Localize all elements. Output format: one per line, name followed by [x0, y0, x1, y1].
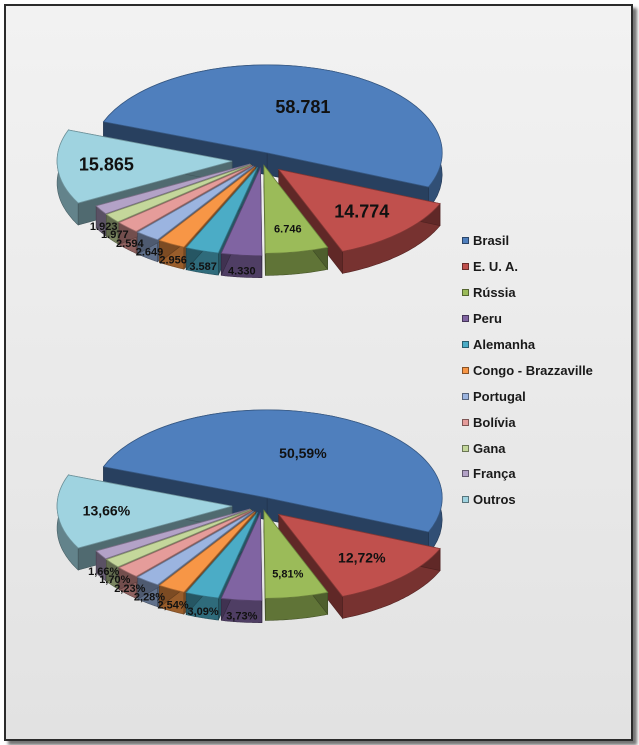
legend-item: Outros: [462, 487, 632, 513]
slice-congo-brazzaville: [158, 166, 256, 248]
legend-label: Peru: [473, 311, 502, 327]
legend-swatch: [462, 289, 469, 297]
data-label: 3.587: [189, 261, 217, 273]
legend-swatch: [462, 341, 469, 348]
slice-bol-via: [118, 510, 253, 577]
legend-swatch: [462, 263, 469, 271]
data-label: 58.781: [275, 97, 330, 117]
data-label: 4.330: [228, 265, 256, 277]
legend-swatch: [462, 237, 469, 245]
legend-label: Congo - Brazzaville: [473, 362, 593, 378]
data-label: 5,81%: [272, 569, 303, 581]
legend-label: Rússia: [473, 285, 516, 301]
data-label: 2.956: [159, 254, 187, 266]
legend-swatch: [462, 392, 469, 400]
legend-label: França: [473, 466, 516, 482]
data-label: 15.865: [79, 154, 134, 174]
legend-swatch: [462, 444, 469, 452]
data-label: 1.923: [90, 221, 118, 233]
data-label: 1.977: [101, 229, 129, 241]
legend-item: Alemanha: [462, 332, 632, 358]
data-label: 2.649: [136, 247, 164, 259]
legend-item: Rússia: [462, 280, 632, 306]
legend-label: Portugal: [473, 388, 526, 404]
legend-label: Alemanha: [473, 337, 536, 352]
legend-label: Outros: [473, 492, 516, 508]
pie-chart-1: 58.781 14.774 6.746 4.330 3.5872.9562.6492.5…: [56, 64, 443, 278]
legend-label: Bolívia: [473, 414, 516, 430]
slice-e-u-a-: [277, 168, 441, 252]
slice-outros: [56, 129, 233, 204]
slice-e-u-a-: [277, 513, 441, 597]
data-label: 3,73%: [226, 610, 257, 622]
legend-label: Gana: [473, 440, 506, 456]
legend-swatch: [462, 315, 469, 323]
data-label: 6.746: [274, 224, 302, 236]
legend-item: Congo - Brazzaville: [462, 357, 632, 383]
slice-fran-a: [95, 163, 251, 215]
data-label: 2,23%: [114, 583, 145, 595]
slice-bol-via: [118, 165, 253, 232]
data-label: 2.594: [116, 238, 144, 250]
data-label: 3,09%: [187, 606, 218, 618]
data-label: 1,70%: [99, 574, 130, 586]
slice-r-ssia: [263, 164, 329, 254]
data-label: 50,59%: [279, 445, 327, 461]
slice-congo-brazzaville: [158, 511, 256, 593]
slice-fran-a: [95, 508, 251, 560]
legend-item: Brasil: [462, 228, 632, 254]
slice-alemanha: [185, 512, 258, 599]
legend-swatch: [462, 470, 469, 478]
legend-item: Portugal: [462, 383, 632, 409]
legend: Brasil E. U. A. Rússia Peru Alemanha Congo - …: [462, 228, 632, 513]
slice-r-ssia: [263, 509, 329, 599]
legend-swatch: [462, 496, 469, 504]
data-label: 2,28%: [134, 592, 165, 604]
slice-gana: [105, 509, 252, 568]
data-label: 12,72%: [338, 549, 386, 565]
legend-swatch: [462, 418, 469, 426]
legend-item: E. U. A.: [462, 254, 632, 280]
slice-brasil: [102, 409, 443, 533]
data-label: 2,54%: [157, 599, 188, 611]
slice-peru: [220, 512, 263, 602]
slice-portugal: [136, 165, 254, 241]
legend-label: Brasil: [473, 233, 510, 249]
legend-item: Bolívia: [462, 409, 632, 435]
slice-alemanha: [185, 167, 258, 254]
data-label: 14.774: [334, 201, 389, 221]
legend-item: Gana: [462, 435, 632, 461]
pie-chart-2: 50,59% 12,72% 5,81% 3,73% 3,09%2,54%2,28%2,2…: [56, 409, 443, 623]
slice-portugal: [136, 510, 254, 586]
slice-brasil: [102, 64, 443, 188]
legend-label: E. U. A.: [473, 259, 519, 275]
slice-peru: [220, 167, 263, 257]
slice-outros: [56, 474, 233, 549]
data-label: 13,66%: [83, 502, 131, 518]
slice-gana: [105, 164, 252, 223]
legend-item: França: [462, 461, 632, 487]
legend-swatch: [462, 366, 469, 374]
legend-item: Peru: [462, 306, 632, 332]
data-label: 1,66%: [88, 566, 119, 578]
